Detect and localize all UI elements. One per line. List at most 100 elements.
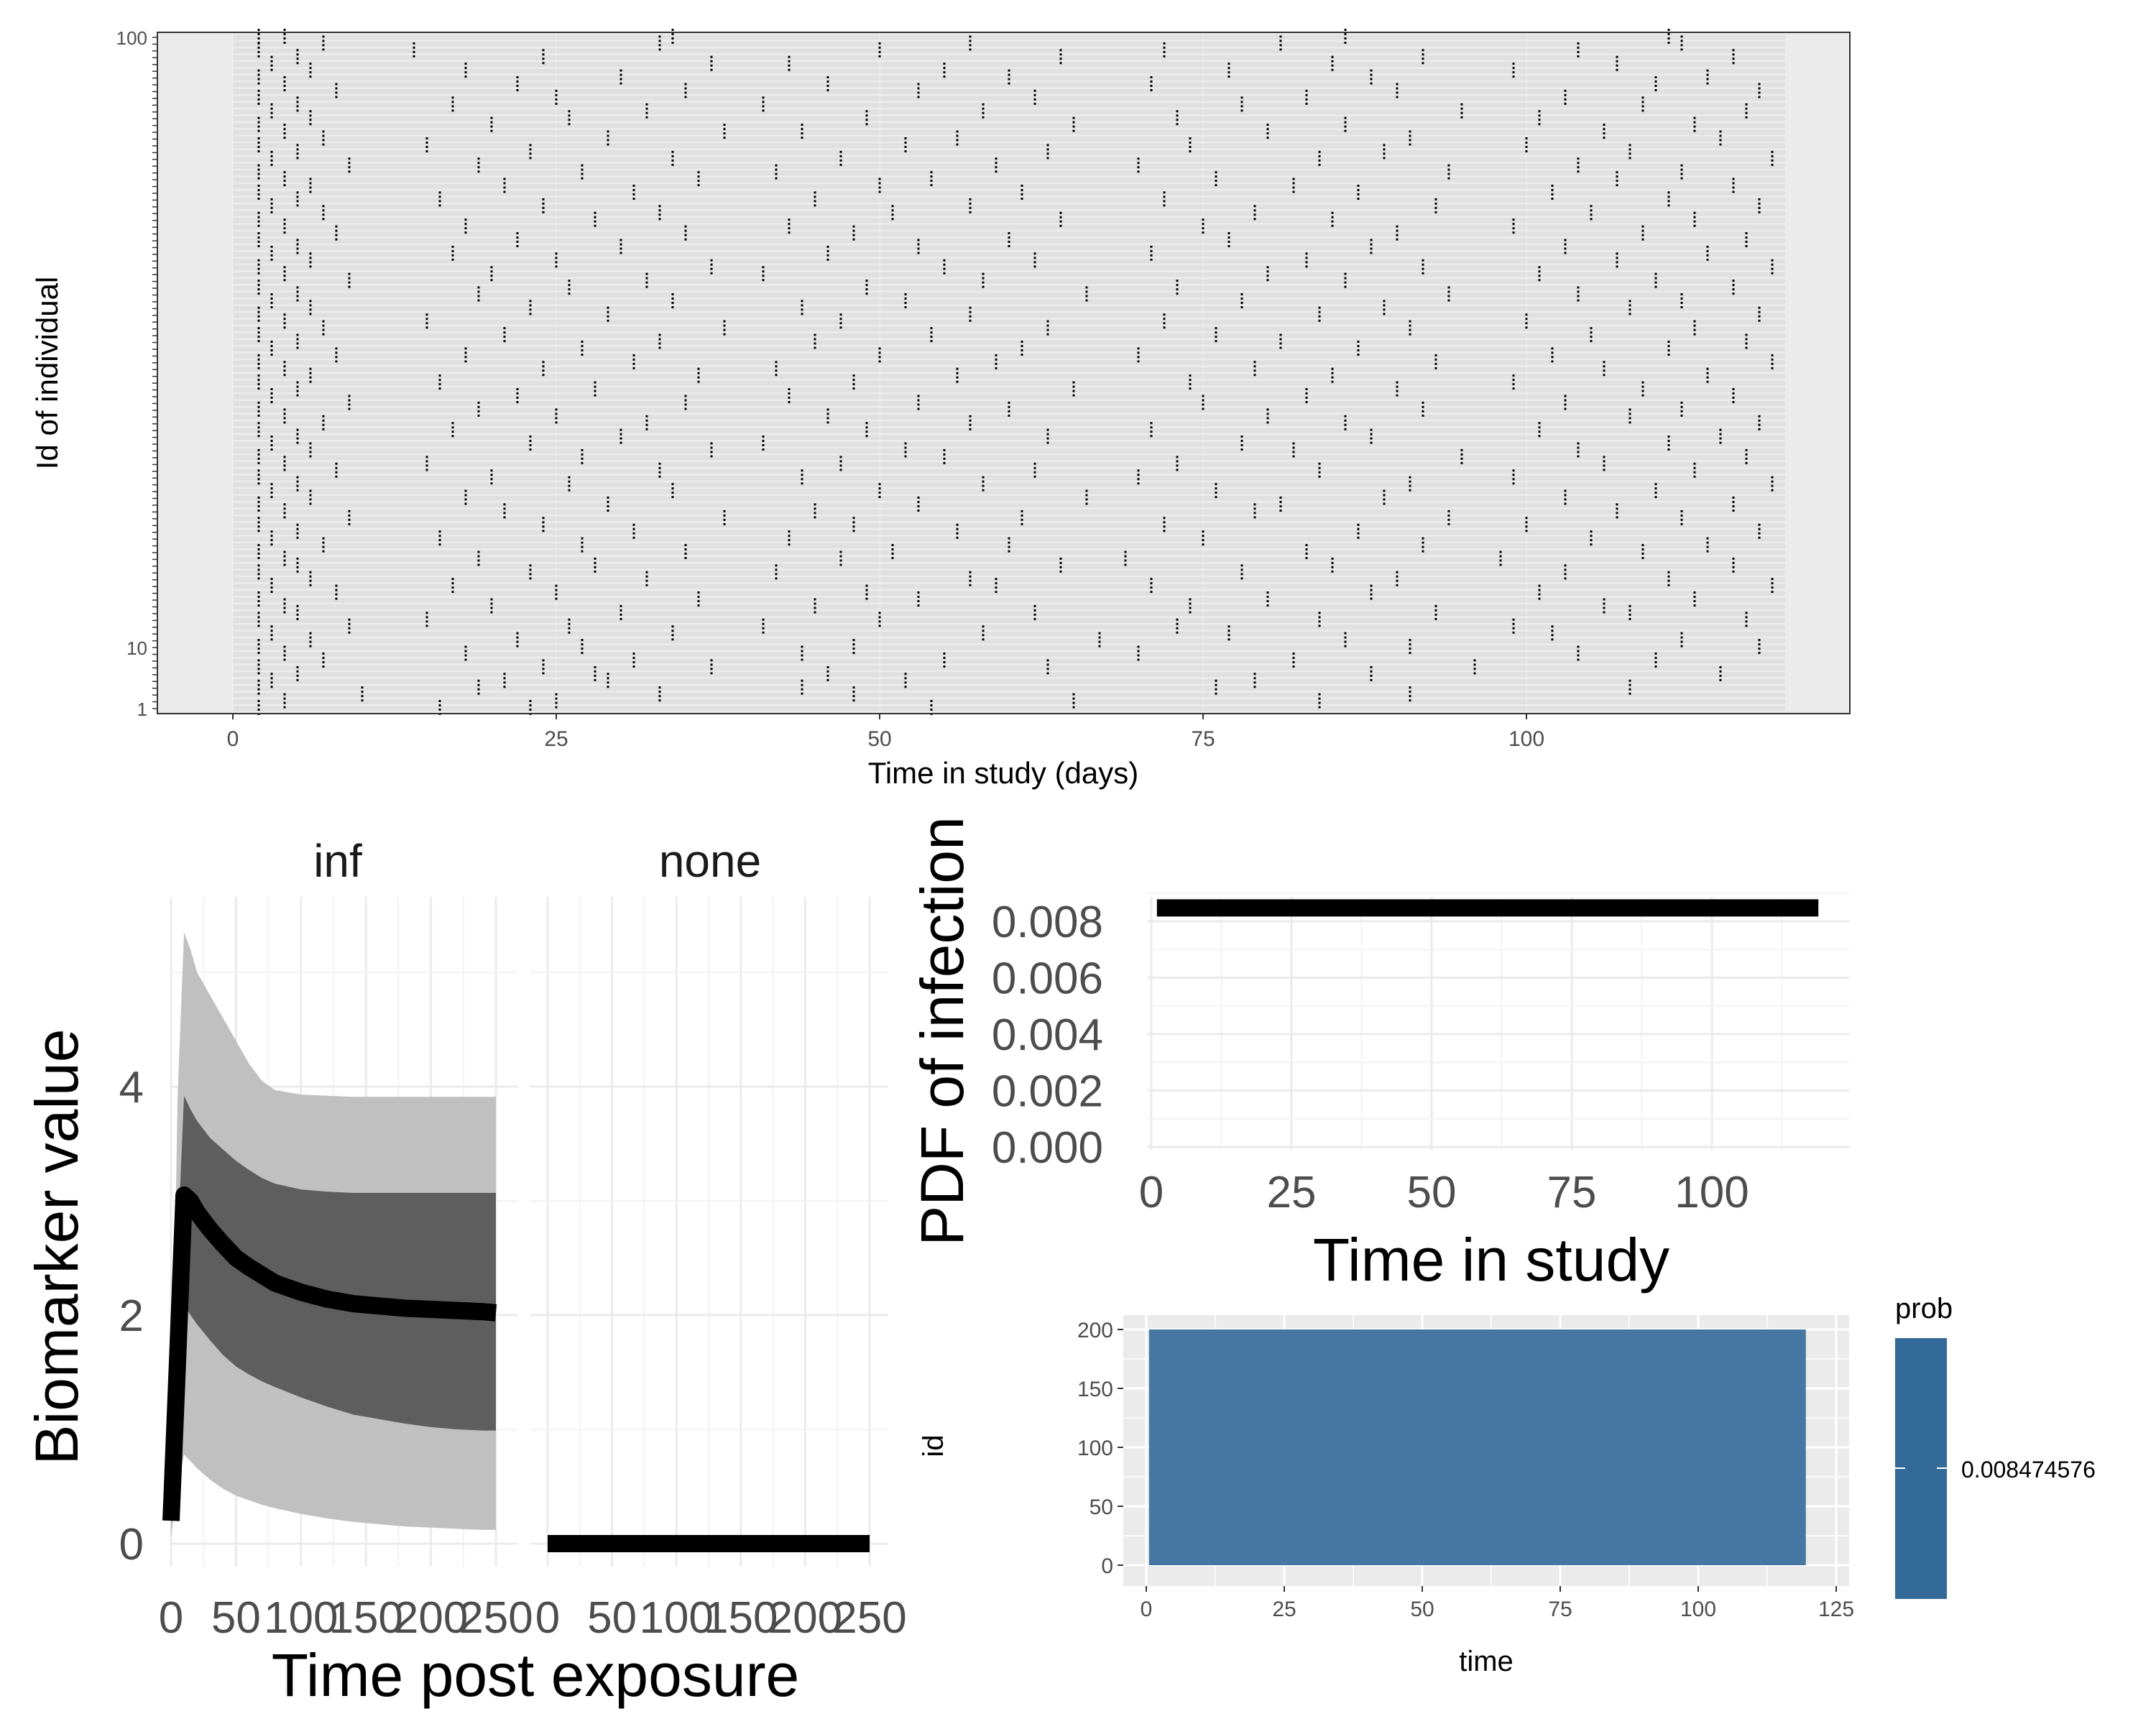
x-tick-label: 25: [544, 727, 568, 751]
sampling-panel-border: [157, 32, 1851, 714]
followup-bar: [233, 354, 1785, 359]
followup-bar: [233, 441, 1785, 447]
followup-bar: [233, 415, 1785, 420]
followup-bar: [233, 563, 1785, 569]
followup-bar: [233, 510, 1785, 515]
followup-bar: [233, 360, 1785, 366]
followup-bar: [233, 313, 1785, 318]
followup-bar: [233, 55, 1785, 60]
followup-bar: [233, 346, 1785, 352]
followup-bar: [233, 502, 1785, 508]
tile-x-axis-title: time: [1459, 1646, 1514, 1677]
sampling-x-axis-title: Time in study (days): [868, 756, 1139, 790]
followup-bar: [233, 42, 1785, 47]
y-tick-label: 100: [1077, 1437, 1113, 1460]
followup-bar: [233, 678, 1785, 684]
followup-bar: [233, 645, 1785, 650]
followup-bar: [233, 665, 1785, 670]
pdf-x-axis-title: Time in study: [1313, 1226, 1669, 1294]
y-tick-label: 100: [116, 27, 147, 49]
followup-bar: [233, 333, 1785, 338]
followup-bar: [233, 455, 1785, 461]
x-tick-label: 250: [832, 1593, 906, 1643]
followup-bar: [233, 198, 1785, 203]
followup-bar: [233, 279, 1785, 284]
y-tick-label: 50: [1089, 1495, 1113, 1519]
y-tick-label: 0: [1101, 1554, 1113, 1578]
followup-bar: [233, 699, 1785, 704]
followup-bar: [233, 394, 1785, 400]
infection-pdf-panel: 0.000 0.002 0.004 0.006 0.008 0 25 50 75 100 Tim…: [908, 816, 1849, 1294]
followup-bar: [233, 89, 1785, 94]
followup-bar: [233, 252, 1785, 257]
y-tick-label: 0: [119, 1520, 144, 1569]
followup-bar: [233, 482, 1785, 487]
followup-bar: [233, 557, 1785, 562]
followup-bar: [233, 496, 1785, 501]
followup-bar: [233, 123, 1785, 128]
followup-bar: [233, 177, 1785, 183]
followup-bar: [233, 652, 1785, 657]
followup-bar: [233, 265, 1785, 271]
followup-bar: [233, 421, 1785, 427]
followup-bar: [233, 184, 1785, 189]
followup-bar: [233, 62, 1785, 68]
x-tick-label: 100: [639, 1593, 713, 1643]
followup-bar: [233, 489, 1785, 494]
followup-bar: [233, 163, 1785, 169]
sampling-y-axis-title: Id of individual: [30, 277, 64, 470]
followup-bar: [233, 292, 1785, 298]
followup-bar: [233, 448, 1785, 453]
pdf-y-axis-title: PDF of infection: [908, 816, 976, 1246]
followup-bar: [233, 692, 1785, 698]
x-tick-label: 25: [1267, 1168, 1317, 1217]
followup-bar: [233, 116, 1785, 121]
followup-bar: [233, 577, 1785, 583]
y-tick-label: 0.008: [992, 898, 1103, 947]
followup-bar: [233, 374, 1785, 379]
followup-bar: [233, 245, 1785, 250]
x-tick-label: 50: [1410, 1598, 1434, 1621]
followup-bar: [233, 380, 1785, 386]
y-tick-label: 2: [119, 1291, 144, 1341]
followup-bar: [233, 137, 1785, 142]
x-tick-label: 75: [1548, 1598, 1572, 1621]
x-tick-label: 50: [867, 727, 891, 751]
followup-bar: [233, 150, 1785, 155]
followup-bar: [233, 387, 1785, 392]
y-tick-label: 0.004: [992, 1010, 1103, 1060]
followup-bar: [233, 584, 1785, 589]
followup-bar: [233, 597, 1785, 603]
followup-bar: [233, 82, 1785, 88]
median-trajectory-line: [162, 1186, 497, 1521]
biomarker-y-axis-title: Biomarker value: [23, 1029, 91, 1465]
followup-bar: [233, 706, 1785, 711]
followup-bar: [233, 34, 1785, 40]
y-tick-label: 1: [137, 699, 147, 720]
x-tick-label: 25: [1272, 1598, 1296, 1621]
followup-bar: [233, 340, 1785, 345]
followup-bar: [233, 299, 1785, 305]
x-tick-label: 0: [1141, 1598, 1153, 1621]
followup-bar: [233, 638, 1785, 643]
x-tick-label: 50: [587, 1593, 637, 1643]
legend-label: 0.008474576: [1961, 1457, 2096, 1483]
followup-bar: [233, 530, 1785, 535]
followup-bar: [233, 238, 1785, 244]
x-tick-label: 100: [264, 1593, 338, 1643]
y-tick-label: 150: [1077, 1378, 1113, 1401]
followup-bar: [233, 285, 1785, 291]
followup-bar: [233, 170, 1785, 175]
followup-bar: [233, 272, 1785, 277]
facet-label-none: none: [659, 835, 761, 887]
x-tick-label: 250: [459, 1593, 533, 1643]
followup-bar: [233, 591, 1785, 596]
followup-bar: [233, 96, 1785, 101]
followup-bar: [233, 604, 1785, 609]
y-tick-label: 200: [1077, 1319, 1113, 1342]
followup-bar: [233, 611, 1785, 617]
x-tick-label: 200: [768, 1593, 842, 1643]
followup-bar: [233, 211, 1785, 216]
